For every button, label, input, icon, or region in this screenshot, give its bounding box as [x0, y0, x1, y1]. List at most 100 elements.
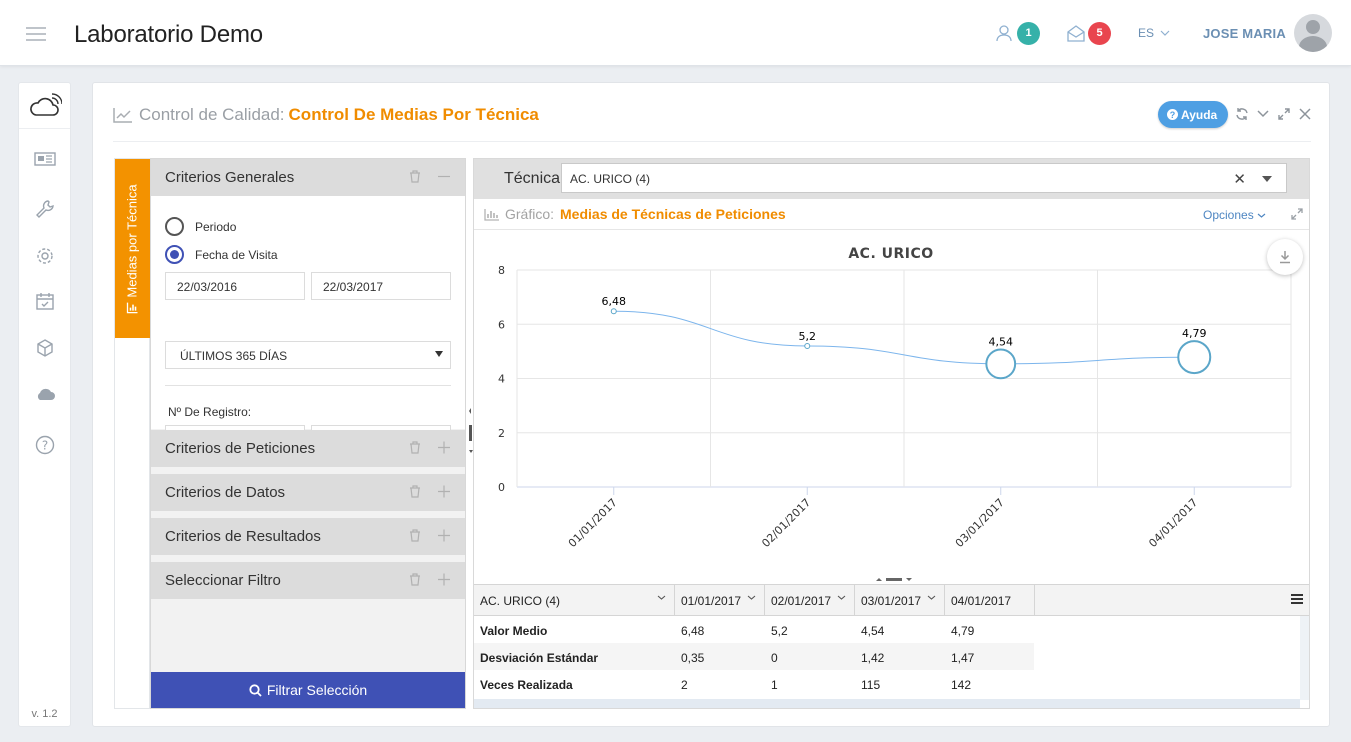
panel-title: Control de Calidad: Control De Medias Po…: [113, 105, 539, 125]
minus-icon[interactable]: [437, 170, 451, 183]
notifications-mail[interactable]: 5: [1067, 0, 1111, 66]
criteria-resultados-header[interactable]: Criterios de Resultados: [151, 518, 465, 555]
panel-title-prefix: Control de Calidad:: [139, 105, 285, 124]
horizontal-scrollbar[interactable]: [474, 699, 1300, 708]
envelope-open-icon: [1067, 25, 1085, 42]
grid-resize-handle[interactable]: [864, 576, 924, 584]
close-icon[interactable]: [1298, 107, 1312, 121]
column-header[interactable]: 04/01/2017: [945, 585, 1035, 615]
section-title: Seleccionar Filtro: [165, 572, 281, 589]
y-tick-label: 0: [498, 481, 505, 494]
plus-icon[interactable]: [437, 485, 451, 498]
date-range-value: ÚLTIMOS 365 DÍAS: [180, 349, 288, 363]
filter-selection-button[interactable]: Filtrar Selección: [151, 672, 465, 708]
radio-fecha-visita[interactable]: Fecha de Visita: [165, 245, 278, 264]
sidebar-item-settings[interactable]: [19, 244, 70, 268]
filter-button-label: Filtrar Selección: [266, 682, 368, 698]
trash-icon[interactable]: [409, 170, 421, 183]
hamburger-menu-icon[interactable]: [26, 27, 46, 41]
trash-icon[interactable]: [409, 573, 421, 586]
technique-value: AC. URICO (4): [570, 172, 651, 186]
vertical-tab-label: Medias por Técnica: [124, 184, 140, 298]
help-label: Ayuda: [1181, 107, 1218, 122]
date-to-input[interactable]: 22/03/2017: [311, 272, 451, 300]
options-dropdown[interactable]: Opciones: [1203, 208, 1266, 222]
question-icon: ?: [1167, 109, 1178, 120]
data-point: [804, 342, 811, 349]
criteria-datos-header[interactable]: Criterios de Datos: [151, 474, 465, 511]
users-badge: 1: [1017, 21, 1040, 45]
plus-icon[interactable]: [437, 441, 451, 454]
trash-icon[interactable]: [409, 441, 421, 454]
results-area: Técnica: AC. URICO (4) ✕ Gráfico: Medias…: [473, 158, 1310, 709]
trash-icon[interactable]: [409, 529, 421, 542]
sidebar-item-cloud[interactable]: [19, 382, 70, 406]
language-select[interactable]: ES: [1138, 0, 1170, 66]
column-header[interactable]: AC. URICO (4): [474, 585, 675, 615]
registry-label: Nº De Registro:: [168, 405, 252, 419]
sidebar-item-news[interactable]: [19, 147, 70, 171]
plus-icon[interactable]: [437, 529, 451, 542]
svg-text:?: ?: [41, 439, 47, 453]
collapse-icon[interactable]: [1256, 107, 1270, 121]
radio-circle-selected: [165, 245, 184, 264]
calendar-check-icon: [35, 293, 54, 310]
section-title: Criterios de Resultados: [165, 528, 321, 545]
x-tick-label: 03/01/2017: [953, 496, 1007, 550]
tab-medias-por-tecnica[interactable]: Medias por Técnica: [115, 159, 150, 338]
date-range-select[interactable]: ÚLTIMOS 365 DÍAS: [165, 341, 451, 369]
chevron-down-icon: [657, 595, 666, 600]
data-label: 4,54: [989, 335, 1014, 348]
date-from-input[interactable]: 22/03/2016: [165, 272, 305, 300]
chart-panel-main-title: Medias de Técnicas de Peticiones: [560, 206, 786, 222]
user-menu[interactable]: JOSE MARIA: [1203, 0, 1332, 66]
radio-periodo[interactable]: Periodo: [165, 217, 236, 236]
clear-icon[interactable]: ✕: [1233, 171, 1246, 188]
section-title: Criterios de Datos: [165, 484, 286, 501]
refresh-icon[interactable]: [1235, 107, 1249, 121]
fullscreen-icon[interactable]: [1277, 107, 1291, 121]
panel-tools: [1235, 107, 1312, 121]
column-header[interactable]: 03/01/2017: [855, 585, 945, 615]
main-panel: Control de Calidad: Control De Medias Po…: [92, 82, 1330, 727]
help-button[interactable]: ? Ayuda: [1158, 101, 1229, 128]
avatar: [1293, 14, 1332, 52]
data-label: 5,2: [799, 330, 817, 343]
caret-down-icon[interactable]: [1262, 176, 1272, 182]
y-tick-label: 2: [498, 427, 505, 440]
sidebar-item-home[interactable]: [19, 83, 70, 129]
criteria-peticiones-header[interactable]: Criterios de Peticiones: [151, 430, 465, 467]
app-title: Laboratorio Demo: [74, 21, 263, 48]
chart-download-button[interactable]: [1267, 239, 1303, 275]
notifications-users[interactable]: 1: [996, 0, 1040, 66]
chevron-down-icon: [927, 595, 936, 600]
sidebar-item-products[interactable]: [19, 336, 70, 360]
x-tick-label: 04/01/2017: [1146, 496, 1200, 550]
y-tick-label: 6: [498, 318, 505, 331]
select-filter-header[interactable]: Seleccionar Filtro: [151, 562, 465, 599]
column-header[interactable]: 01/01/2017: [675, 585, 765, 615]
vertical-tab-strip: Medias por Técnica: [114, 158, 150, 709]
expand-icon[interactable]: [1291, 208, 1303, 220]
data-point: [1177, 340, 1212, 375]
panel-header: Control de Calidad: Control De Medias Po…: [113, 83, 1311, 142]
user-name: JOSE MARIA: [1203, 25, 1286, 41]
radio-circle: [165, 217, 184, 236]
technique-select[interactable]: AC. URICO (4) ✕: [561, 163, 1287, 193]
chart-panel-prefix: Gráfico:: [505, 206, 555, 222]
plus-icon[interactable]: [437, 573, 451, 586]
criteria-general-header[interactable]: Criterios Generales: [151, 159, 465, 196]
vertical-scrollbar[interactable]: [1300, 616, 1309, 700]
sidebar-item-calendar[interactable]: [19, 289, 70, 313]
panel-splitter-handle[interactable]: [468, 333, 474, 453]
y-tick-label: 8: [498, 264, 505, 277]
sidebar-item-tools[interactable]: [19, 197, 70, 221]
panel-title-main: Control De Medias Por Técnica: [288, 105, 539, 124]
table-row: Veces Realizada 2 1 115 142: [480, 678, 972, 692]
sidebar-item-help[interactable]: ?: [19, 433, 70, 457]
language-label: ES: [1138, 26, 1155, 40]
criteria-general-title: Criterios Generales: [165, 169, 295, 186]
menu-icon[interactable]: [1291, 594, 1303, 606]
trash-icon[interactable]: [409, 485, 421, 498]
column-header[interactable]: 02/01/2017: [765, 585, 855, 615]
